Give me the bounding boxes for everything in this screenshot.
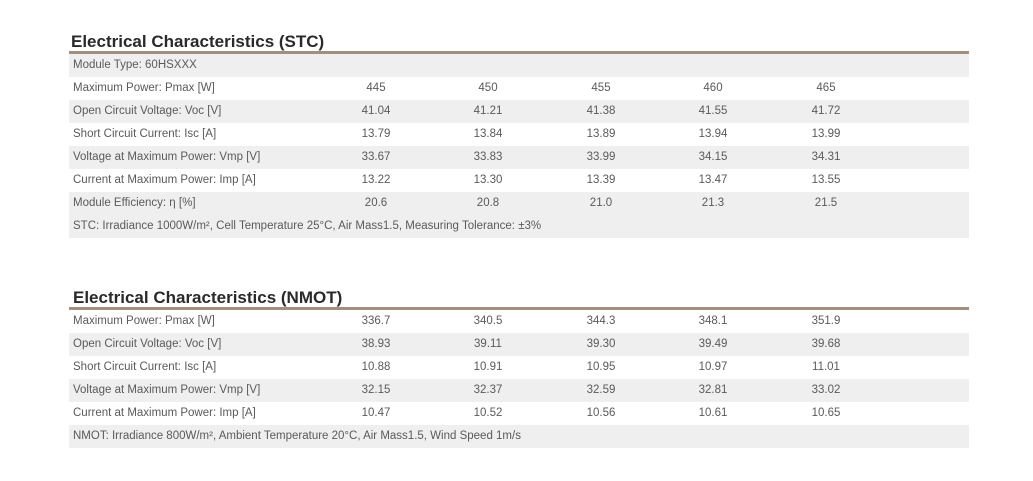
nmot-rows: Maximum Power: Pmax [W] 336.7 340.5 344.3 34… — [69, 310, 969, 425]
stc-module-type-row: Module Type: 60HSXXX — [69, 54, 969, 77]
table-cell: 34.31 — [811, 151, 841, 163]
table-cell: 34.15 — [698, 151, 728, 163]
table-cell: 11.01 — [812, 361, 840, 373]
table-cell: 13.94 — [698, 128, 728, 140]
table-cell: 455 — [591, 82, 611, 94]
table-cell: 13.89 — [586, 128, 616, 140]
table-cell: 336.7 — [361, 315, 391, 327]
table-cell: 13.30 — [473, 174, 503, 186]
stc-note-row: STC: Irradiance 1000W/m², Cell Temperatu… — [69, 215, 969, 238]
table-cell: 39.11 — [474, 338, 502, 350]
table-cell: 32.59 — [586, 384, 616, 396]
table-row: Current at Maximum Power: Imp [A] 10.47 10… — [69, 402, 969, 425]
table-cell: 13.47 — [698, 174, 728, 186]
row-label: Open Circuit Voltage: Voc [V] — [73, 105, 222, 117]
table-cell: 13.55 — [811, 174, 841, 186]
table-row: Voltage at Maximum Power: Vmp [V] 32.15 32… — [69, 379, 969, 402]
table-cell: 351.9 — [811, 315, 841, 327]
row-label: Short Circuit Current: Isc [A] — [73, 361, 217, 373]
row-label: Current at Maximum Power: Imp [A] — [73, 174, 256, 186]
table-cell: 41.04 — [361, 105, 391, 117]
table-cell: 38.93 — [361, 338, 391, 350]
table-cell: 33.99 — [586, 151, 616, 163]
table-cell: 13.99 — [811, 128, 841, 140]
table-cell: 32.37 — [473, 384, 503, 396]
table-cell: 10.52 — [473, 407, 503, 419]
table-cell: 32.15 — [361, 384, 391, 396]
table-cell: 41.72 — [811, 105, 841, 117]
table-cell: 33.02 — [811, 384, 841, 396]
row-label: Maximum Power: Pmax [W] — [73, 82, 215, 94]
row-label: Voltage at Maximum Power: Vmp [V] — [73, 151, 261, 163]
table-row: Short Circuit Current: Isc [A] 10.88 10.91… — [69, 356, 969, 379]
table-cell: 10.56 — [586, 407, 616, 419]
table-cell: 21.5 — [814, 197, 838, 209]
stc-title: Electrical Characteristics (STC) — [69, 32, 969, 54]
table-cell: 10.61 — [698, 407, 728, 419]
table-cell: 344.3 — [586, 315, 616, 327]
row-label: Module Efficiency: η [%] — [73, 197, 196, 209]
table-cell: 41.21 — [473, 105, 503, 117]
table-cell: 10.95 — [586, 361, 616, 373]
nmot-title: Electrical Characteristics (NMOT) — [69, 288, 969, 310]
row-label: Open Circuit Voltage: Voc [V] — [73, 338, 222, 350]
table-cell: 20.8 — [476, 197, 500, 209]
table-row: Short Circuit Current: Isc [A] 13.79 13.84… — [69, 123, 969, 146]
table-cell: 460 — [703, 82, 723, 94]
table-cell: 340.5 — [473, 315, 503, 327]
table-row: Module Efficiency: η [%] 20.6 20.8 21.0 21.3… — [69, 192, 969, 215]
table-row: Maximum Power: Pmax [W] 445 450 455 460 465 — [69, 77, 969, 100]
table-row: Voltage at Maximum Power: Vmp [V] 33.67 33… — [69, 146, 969, 169]
nmot-section: Electrical Characteristics (NMOT) Maximu… — [69, 288, 969, 448]
table-row: Open Circuit Voltage: Voc [V] 38.93 39.11 3… — [69, 333, 969, 356]
stc-note: STC: Irradiance 1000W/m², Cell Temperatu… — [73, 220, 542, 232]
table-cell: 13.79 — [361, 128, 391, 140]
table-cell: 10.47 — [361, 407, 391, 419]
nmot-note-row: NMOT: Irradiance 800W/m², Ambient Temper… — [69, 425, 969, 448]
table-cell: 39.30 — [586, 338, 616, 350]
table-row: Current at Maximum Power: Imp [A] 13.22 13… — [69, 169, 969, 192]
table-row: Open Circuit Voltage: Voc [V] 41.04 41.21 4… — [69, 100, 969, 123]
table-cell: 445 — [366, 82, 386, 94]
table-cell: 41.55 — [698, 105, 728, 117]
table-cell: 39.49 — [698, 338, 728, 350]
table-cell: 21.0 — [589, 197, 613, 209]
nmot-note: NMOT: Irradiance 800W/m², Ambient Temper… — [73, 430, 521, 442]
table-cell: 10.88 — [361, 361, 391, 373]
stc-section: Electrical Characteristics (STC) Module … — [69, 32, 969, 238]
table-cell: 10.97 — [698, 361, 728, 373]
table-cell: 41.38 — [586, 105, 616, 117]
stc-rows: Maximum Power: Pmax [W] 445 450 455 460 465 Op… — [69, 77, 969, 215]
table-cell: 465 — [816, 82, 836, 94]
table-cell: 10.65 — [811, 407, 841, 419]
table-cell: 39.68 — [811, 338, 841, 350]
row-label: Voltage at Maximum Power: Vmp [V] — [73, 384, 261, 396]
table-cell: 33.83 — [473, 151, 503, 163]
table-cell: 10.91 — [473, 361, 503, 373]
row-label: Short Circuit Current: Isc [A] — [73, 128, 217, 140]
table-cell: 13.39 — [586, 174, 616, 186]
row-label: Maximum Power: Pmax [W] — [73, 315, 215, 327]
table-cell: 348.1 — [698, 315, 728, 327]
module-type-label: Module Type: 60HSXXX — [73, 59, 197, 71]
table-cell: 33.67 — [361, 151, 391, 163]
table-cell: 13.22 — [361, 174, 391, 186]
row-label: Current at Maximum Power: Imp [A] — [73, 407, 256, 419]
table-cell: 32.81 — [698, 384, 728, 396]
table-cell: 450 — [478, 82, 498, 94]
table-cell: 20.6 — [364, 197, 388, 209]
table-cell: 13.84 — [473, 128, 503, 140]
table-cell: 21.3 — [701, 197, 725, 209]
table-row: Maximum Power: Pmax [W] 336.7 340.5 344.3 34… — [69, 310, 969, 333]
